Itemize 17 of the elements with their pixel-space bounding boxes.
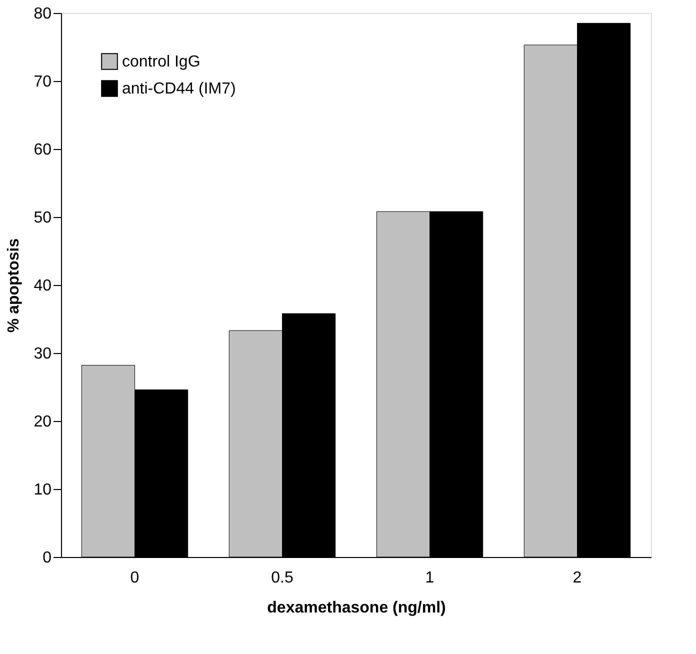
x-tick-label: 2: [572, 570, 582, 586]
y-tick-label: 20: [34, 414, 52, 430]
y-tick-label: 0: [42, 550, 52, 566]
x-axis-title: dexamethasone (ng/ml): [267, 600, 446, 616]
legend-label: control IgG: [122, 54, 200, 70]
y-tick-label: 10: [34, 482, 52, 498]
legend-label: anti-CD44 (IM7): [122, 80, 236, 98]
y-tick-label: 30: [34, 346, 52, 362]
y-tick-label: 40: [34, 278, 52, 294]
x-tick-label: 1: [425, 570, 434, 586]
y-tick-label: 80: [34, 6, 52, 22]
y-axis-title: % apoptosis: [6, 238, 23, 333]
x-tick-label: 0: [130, 570, 140, 586]
y-tick-label: 60: [34, 142, 52, 158]
y-tick-label: 70: [34, 74, 52, 90]
y-tick-label: 50: [34, 210, 52, 226]
x-tick-label: 0.5: [271, 570, 294, 586]
